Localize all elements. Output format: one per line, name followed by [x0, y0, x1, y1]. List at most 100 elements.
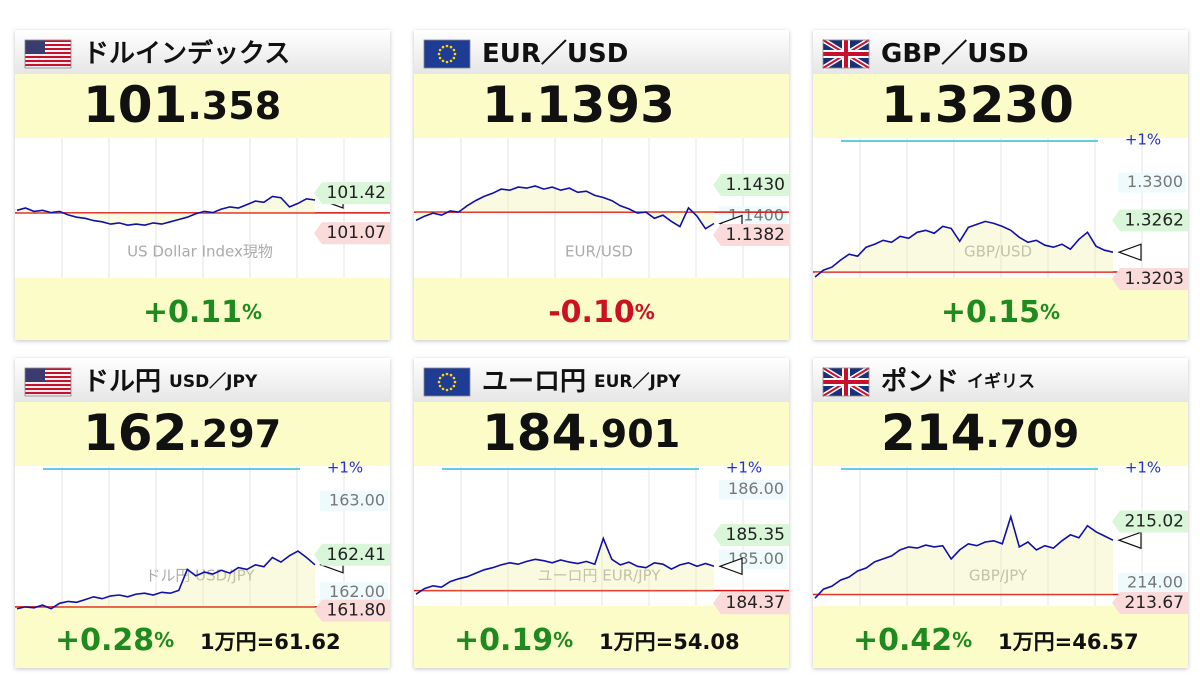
change-unit: %	[1040, 300, 1060, 324]
price-line	[415, 536, 715, 595]
pair-text: USD／JPY	[169, 371, 258, 392]
title-text: ユーロ円	[482, 367, 586, 397]
pair-text: EUR／JPY	[594, 371, 681, 392]
price-area	[416, 186, 714, 229]
flag-stripe	[25, 372, 71, 374]
watermark: ドル円 USD/JPY	[145, 567, 255, 585]
change-value: +0.11	[143, 295, 242, 330]
current-marker	[1117, 531, 1142, 550]
flag-star	[441, 45, 445, 49]
change-value: +0.15	[941, 295, 1040, 330]
panel-title: EUR／USD	[482, 39, 628, 69]
price: 184.901	[482, 404, 680, 462]
low-label: 1.3203	[1125, 269, 1184, 289]
price-int: 184	[482, 404, 586, 462]
panel: GBP／USD 1.3230 +1% GBP/USD 1.3300 1.3262 1.320…	[813, 30, 1188, 340]
flag-star	[445, 372, 449, 376]
panel-header	[414, 30, 789, 74]
title-text: EUR／USD	[482, 39, 628, 69]
axis-label-bg	[320, 490, 388, 511]
flag-star	[437, 52, 441, 56]
low-label-bg	[713, 592, 789, 615]
price-line	[16, 550, 316, 610]
high-label: 185.35	[726, 525, 785, 545]
price-int: 101	[83, 76, 187, 134]
flag-stripe	[25, 52, 71, 54]
current-marker	[1117, 243, 1142, 262]
panel: ドル円 USD／JPY 162.297 +1% ドル円 USD/JPY 163.00 162…	[15, 358, 390, 668]
high-label: 101.42	[327, 183, 386, 203]
price: 214.709	[881, 404, 1079, 462]
flag-stripe	[25, 64, 71, 66]
price-area	[17, 551, 315, 609]
axis-label-bg	[1118, 573, 1186, 594]
change: +0.11%	[143, 295, 262, 330]
watermark: US Dollar Index現物	[127, 243, 273, 261]
price-dec: .901	[586, 412, 680, 456]
low-label-bg	[314, 222, 390, 245]
flag-border	[423, 39, 471, 69]
flag-cross-red	[823, 368, 869, 396]
title-text: ポンド	[881, 366, 959, 397]
change: +0.42%	[853, 623, 972, 658]
flag-star	[445, 44, 449, 48]
price: 1.1393	[482, 76, 675, 134]
flag	[423, 367, 471, 397]
flag	[821, 365, 871, 399]
panel-title: ユーロ円 EUR／JPY	[482, 367, 681, 397]
price-line	[16, 195, 316, 227]
price: 101.358	[83, 76, 281, 134]
change-value: +0.42	[853, 623, 952, 658]
price: 162.297	[83, 404, 281, 462]
high-label-bg	[314, 543, 390, 566]
high-label-bg	[1112, 209, 1188, 232]
price-int: 1.3230	[881, 76, 1074, 134]
low-label: 213.67	[1125, 593, 1184, 613]
low-label: 1.1382	[726, 225, 785, 245]
axis-label: 162.00	[329, 582, 385, 601]
flag-border	[822, 39, 870, 69]
flag-star	[452, 56, 456, 60]
flag-star	[452, 376, 456, 380]
flag	[821, 37, 871, 71]
flag	[24, 39, 72, 69]
change-unit: %	[952, 628, 972, 652]
price-area	[815, 221, 1113, 277]
flag-stripe	[25, 376, 71, 378]
change: +0.15%	[941, 295, 1060, 330]
high-label-bg	[1112, 510, 1188, 533]
ref-label: +1%	[327, 459, 363, 477]
ref-label: +1%	[1125, 131, 1161, 149]
price-line	[814, 220, 1114, 278]
price-line	[814, 513, 1114, 599]
flag-canton	[25, 40, 45, 54]
low-label-bg	[1112, 267, 1188, 290]
price-area	[815, 516, 1113, 599]
axis-label: 186.00	[728, 479, 784, 498]
price-int: 214	[881, 404, 985, 462]
flag-star	[449, 373, 453, 377]
change-unit: %	[635, 300, 655, 324]
flag-border	[24, 367, 72, 397]
flag-stripe	[25, 368, 71, 370]
change-unit: %	[242, 300, 262, 324]
flag-star	[449, 45, 453, 49]
flag-star	[441, 373, 445, 377]
price-dec: .297	[187, 412, 281, 456]
change-value: -0.10	[548, 295, 634, 330]
flag-star	[453, 52, 457, 56]
price-line	[415, 185, 715, 230]
panel-header	[15, 30, 390, 74]
flag-star	[438, 384, 442, 388]
change: -0.10%	[548, 295, 655, 330]
flag-star	[453, 380, 457, 384]
panel: ユーロ円 EUR／JPY 184.901 +1% ユーロ円 EUR/JPY 186.00 1…	[414, 358, 789, 668]
flag-star	[438, 56, 442, 60]
title-text: ドル円	[83, 367, 161, 397]
ref-label: +1%	[726, 459, 762, 477]
flag-star	[445, 388, 449, 392]
axis-label-bg	[719, 479, 787, 500]
price-dec: .358	[187, 84, 281, 128]
